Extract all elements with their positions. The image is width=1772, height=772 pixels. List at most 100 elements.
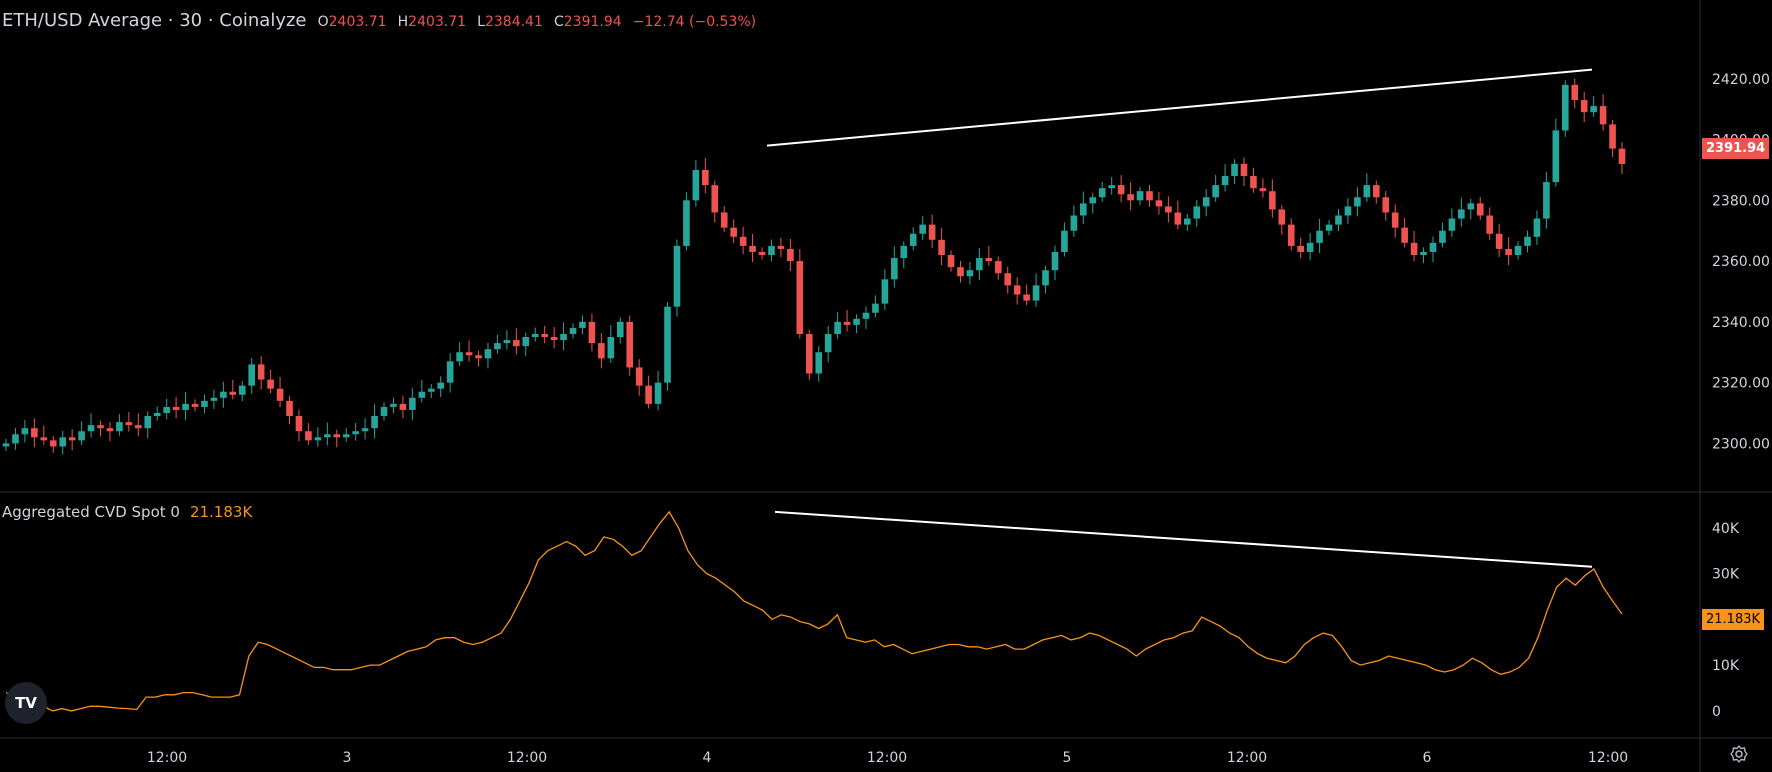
candle-body — [12, 434, 19, 444]
candle-body — [1231, 163, 1238, 176]
candle-body — [116, 422, 123, 432]
candle-body — [295, 416, 303, 432]
candle-body — [1382, 197, 1390, 213]
candle-body — [1306, 242, 1314, 252]
candle-body — [1363, 185, 1371, 198]
candle-body — [1467, 203, 1475, 210]
candle-body — [314, 437, 322, 441]
candle-body — [1013, 285, 1021, 295]
candle-body — [872, 303, 879, 313]
candle-body — [569, 327, 577, 334]
candle-body — [1250, 176, 1257, 189]
candle-body — [191, 403, 199, 407]
time-tick-label: 12:00 — [1588, 750, 1628, 766]
gear-icon[interactable] — [1729, 744, 1749, 764]
candle-body — [957, 267, 964, 277]
close-value: 2391.94 — [563, 14, 622, 30]
candle-body — [2, 443, 10, 447]
candle-body — [796, 261, 804, 334]
candle-body — [503, 340, 511, 344]
candle-body — [853, 318, 860, 325]
candle-body — [1533, 218, 1541, 237]
candle-body — [1070, 215, 1078, 231]
candle-body — [59, 437, 67, 447]
candle-body — [21, 428, 29, 435]
candle-body — [541, 334, 548, 338]
symbol-title[interactable]: ETH/USD Average · 30 · Coinalyze — [2, 10, 307, 31]
time-tick-label: 12:00 — [147, 750, 187, 766]
candle-body — [598, 343, 605, 359]
candle-body — [805, 334, 813, 374]
candle-body — [711, 185, 719, 213]
tradingview-logo-icon[interactable]: TV — [5, 682, 47, 724]
candle-body — [427, 388, 435, 392]
candle-body — [862, 312, 870, 319]
candle-body — [1155, 200, 1163, 207]
price-tick-label: 2320.00 — [1712, 376, 1770, 392]
candle-body — [437, 382, 445, 389]
candle-body — [579, 321, 586, 328]
price-tick-label: 2420.00 — [1712, 72, 1770, 88]
high-value: 2403.71 — [408, 14, 467, 30]
candle-body — [97, 425, 104, 429]
time-tick-label: 5 — [1063, 750, 1072, 766]
candle-body — [229, 391, 237, 395]
candle-body — [248, 364, 256, 386]
price-tick-label: 2360.00 — [1712, 254, 1770, 270]
candle-body — [1429, 242, 1437, 252]
candle-body — [1004, 273, 1012, 286]
candle-body — [1023, 294, 1030, 301]
open-label: O — [317, 14, 329, 30]
indicator-legend: Aggregated CVD Spot 0 21.183K — [2, 503, 252, 521]
candle-body — [758, 251, 766, 255]
candles-group — [2, 78, 1626, 455]
time-tick-label: 12:00 — [1227, 750, 1267, 766]
candle-body — [938, 239, 945, 255]
candle-body — [1571, 84, 1579, 101]
candle-body — [1514, 245, 1522, 255]
candle-body — [106, 428, 114, 432]
candle-body — [1335, 215, 1342, 225]
candle-body — [1061, 230, 1068, 252]
cvd-tick-label: 40K — [1712, 521, 1740, 537]
candle-body — [49, 440, 57, 447]
candle-body — [1354, 197, 1361, 207]
candle-body — [720, 212, 728, 228]
candle-body — [1108, 185, 1115, 189]
candle-body — [144, 416, 152, 429]
candle-body — [947, 255, 955, 268]
candle-body — [352, 431, 359, 435]
price-tick-label: 2340.00 — [1712, 315, 1770, 331]
last-price-badge: 2391.94 — [1702, 138, 1770, 159]
candle-body — [1080, 203, 1087, 216]
candle-body — [1221, 176, 1229, 186]
time-tick-label: 3 — [343, 750, 352, 766]
candle-body — [1165, 206, 1172, 213]
candle-body — [730, 227, 737, 237]
candle-body — [163, 406, 170, 413]
candle-body — [635, 367, 643, 386]
candle-body — [1325, 224, 1333, 231]
candle-body — [31, 428, 38, 438]
candle-body — [1098, 188, 1106, 198]
candle-body — [371, 416, 378, 429]
candle-body — [966, 270, 974, 277]
candle-body — [739, 236, 747, 246]
time-tick-label: 12:00 — [507, 750, 547, 766]
cvd-tick-label: 0 — [1712, 704, 1721, 720]
candle-body — [626, 321, 634, 368]
price-tick-label: 2380.00 — [1712, 193, 1770, 209]
candle-body — [276, 388, 284, 401]
cvd-trendline — [774, 510, 1593, 568]
candle-body — [1127, 194, 1134, 201]
candle-body — [342, 434, 350, 438]
candle-body — [201, 400, 208, 407]
candle-body — [919, 224, 926, 234]
candle-body — [683, 200, 690, 246]
indicator-name[interactable]: Aggregated CVD Spot 0 — [2, 503, 180, 521]
candle-body — [1401, 227, 1408, 243]
candle-body — [1117, 185, 1125, 195]
cvd-value-badge: 21.183K — [1702, 609, 1765, 630]
candle-body — [749, 245, 756, 252]
